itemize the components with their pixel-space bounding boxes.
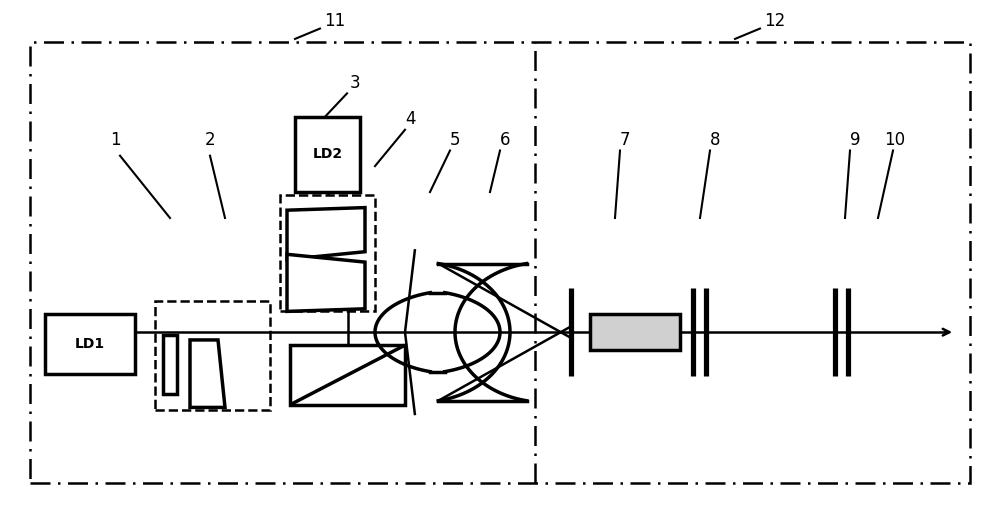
Text: 7: 7 bbox=[620, 131, 630, 149]
Text: 4: 4 bbox=[405, 111, 415, 128]
Polygon shape bbox=[190, 340, 225, 407]
Text: 5: 5 bbox=[450, 131, 460, 149]
Text: 3: 3 bbox=[350, 74, 360, 92]
Text: 1: 1 bbox=[110, 131, 120, 149]
Bar bbox=[163, 335, 177, 394]
Text: LD1: LD1 bbox=[75, 337, 105, 351]
Text: 11: 11 bbox=[324, 12, 346, 30]
Text: 9: 9 bbox=[850, 131, 860, 149]
Bar bbox=[155, 301, 270, 410]
Bar bbox=[290, 345, 405, 405]
Text: 8: 8 bbox=[710, 131, 720, 149]
Bar bbox=[280, 195, 375, 311]
Polygon shape bbox=[287, 254, 365, 311]
Text: 12: 12 bbox=[764, 12, 786, 30]
Text: 10: 10 bbox=[884, 131, 906, 149]
Bar bbox=[45, 314, 135, 374]
Bar bbox=[590, 314, 680, 350]
Polygon shape bbox=[287, 208, 365, 260]
Bar bbox=[30, 42, 970, 483]
Text: LD2: LD2 bbox=[312, 147, 343, 161]
Bar bbox=[295, 117, 360, 192]
Text: 6: 6 bbox=[500, 131, 510, 149]
Text: 2: 2 bbox=[205, 131, 215, 149]
